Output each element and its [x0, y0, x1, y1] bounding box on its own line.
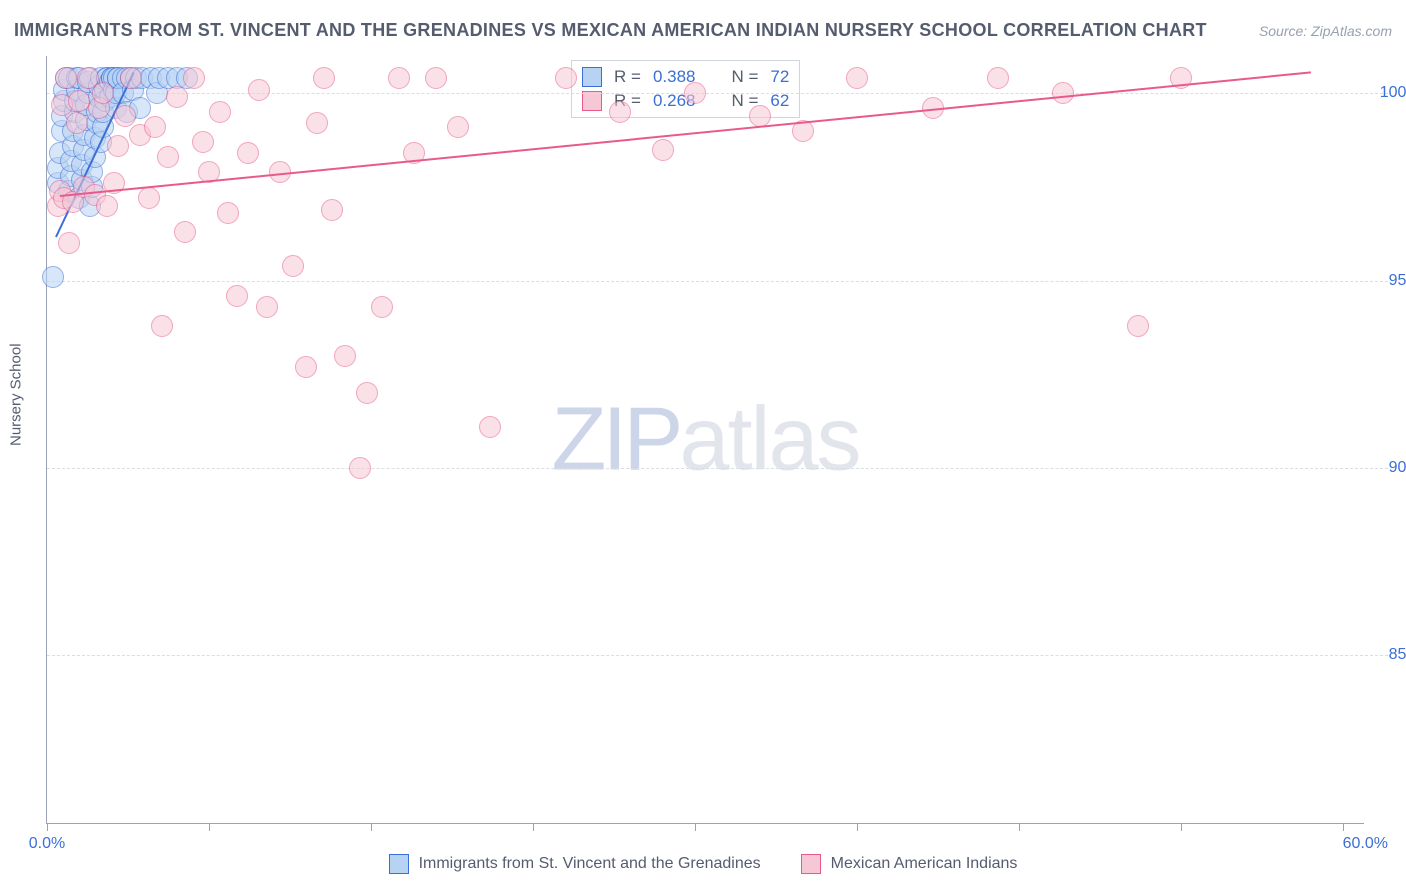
legend-swatch — [389, 854, 409, 874]
data-point — [226, 285, 248, 307]
data-point — [138, 187, 160, 209]
data-point — [174, 221, 196, 243]
data-point — [192, 131, 214, 153]
data-point — [388, 67, 410, 89]
data-point — [166, 86, 188, 108]
data-point — [306, 112, 328, 134]
data-point — [609, 101, 631, 123]
data-point — [1127, 315, 1149, 337]
series-legend: Immigrants from St. Vincent and the Gren… — [0, 854, 1406, 874]
y-axis-label: Nursery School — [8, 343, 25, 446]
data-point — [749, 105, 771, 127]
gridline — [47, 281, 1388, 282]
data-point — [151, 315, 173, 337]
data-point — [42, 266, 64, 288]
data-point — [356, 382, 378, 404]
data-point — [349, 457, 371, 479]
y-tick-label: 95.0% — [1374, 272, 1406, 290]
x-tick — [1343, 823, 1344, 831]
data-point — [987, 67, 1009, 89]
data-point — [209, 101, 231, 123]
data-point — [295, 356, 317, 378]
legend-r-label: R = — [614, 67, 641, 87]
x-tick — [371, 823, 372, 831]
data-point — [248, 79, 270, 101]
x-tick — [1019, 823, 1020, 831]
data-point — [92, 82, 114, 104]
scatter-plot: ZIPatlas R = 0.388N = 72R = 0.268N = 62 … — [46, 56, 1364, 824]
legend-row: R = 0.388N = 72 — [582, 65, 789, 89]
data-point — [157, 146, 179, 168]
x-max-label: 60.0% — [1343, 835, 1388, 853]
data-point — [652, 139, 674, 161]
data-point — [55, 67, 77, 89]
legend-series-name: Mexican American Indians — [831, 855, 1018, 873]
data-point — [334, 345, 356, 367]
y-tick-label: 100.0% — [1374, 84, 1406, 102]
data-point — [447, 116, 469, 138]
x-tick — [695, 823, 696, 831]
gridline — [47, 468, 1388, 469]
watermark: ZIPatlas — [551, 388, 859, 491]
legend-n-label: N = — [731, 67, 758, 87]
data-point — [237, 142, 259, 164]
data-point — [58, 232, 80, 254]
x-tick — [1181, 823, 1182, 831]
data-point — [1052, 82, 1074, 104]
x-tick — [533, 823, 534, 831]
data-point — [684, 82, 706, 104]
y-tick-label: 90.0% — [1374, 459, 1406, 477]
legend-swatch — [801, 854, 821, 874]
legend-swatch — [582, 67, 602, 87]
data-point — [479, 416, 501, 438]
gridline — [47, 655, 1388, 656]
legend-series-name: Immigrants from St. Vincent and the Gren… — [419, 855, 761, 873]
data-point — [321, 199, 343, 221]
data-point — [555, 67, 577, 89]
source-attribution: Source: ZipAtlas.com — [1259, 23, 1392, 39]
legend-n-value: 72 — [770, 67, 789, 87]
data-point — [371, 296, 393, 318]
chart-title: IMMIGRANTS FROM ST. VINCENT AND THE GREN… — [14, 20, 1207, 41]
data-point — [120, 67, 142, 89]
data-point — [183, 67, 205, 89]
data-point — [846, 67, 868, 89]
data-point — [107, 135, 129, 157]
data-point — [144, 116, 166, 138]
data-point — [313, 67, 335, 89]
data-point — [425, 67, 447, 89]
x-tick — [47, 823, 48, 831]
data-point — [282, 255, 304, 277]
data-point — [114, 105, 136, 127]
x-tick — [209, 823, 210, 831]
y-tick-label: 85.0% — [1374, 646, 1406, 664]
legend-item: Mexican American Indians — [801, 854, 1018, 874]
data-point — [96, 195, 118, 217]
legend-item: Immigrants from St. Vincent and the Gren… — [389, 854, 761, 874]
data-point — [256, 296, 278, 318]
x-min-label: 0.0% — [29, 835, 65, 853]
x-tick — [857, 823, 858, 831]
data-point — [66, 112, 88, 134]
data-point — [217, 202, 239, 224]
